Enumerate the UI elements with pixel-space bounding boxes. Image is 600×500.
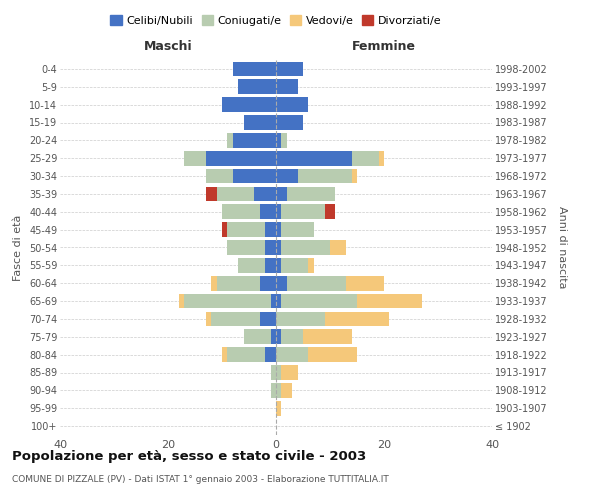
Bar — [260, 276, 276, 290]
Bar — [276, 168, 298, 184]
Bar — [222, 204, 260, 219]
Bar — [184, 151, 206, 166]
Bar — [217, 186, 254, 201]
Bar — [206, 168, 233, 184]
Legend: Celibi/Nubili, Coniugati/e, Vedovi/e, Divorziati/e: Celibi/Nubili, Coniugati/e, Vedovi/e, Di… — [106, 10, 446, 30]
Bar — [276, 62, 303, 76]
Bar — [206, 151, 276, 166]
Bar — [325, 312, 389, 326]
Bar — [265, 258, 276, 272]
Bar — [352, 151, 379, 166]
Bar — [271, 365, 276, 380]
Bar — [276, 133, 281, 148]
Bar — [211, 312, 260, 326]
Bar — [303, 330, 352, 344]
Bar — [217, 276, 260, 290]
Bar — [325, 204, 335, 219]
Bar — [379, 151, 384, 166]
Bar — [265, 348, 276, 362]
Bar — [276, 115, 303, 130]
Bar — [276, 330, 281, 344]
Bar — [222, 348, 227, 362]
Bar — [308, 348, 357, 362]
Bar — [227, 222, 265, 237]
Bar — [244, 330, 271, 344]
Y-axis label: Fasce di età: Fasce di età — [13, 214, 23, 280]
Bar — [287, 186, 335, 201]
Bar — [276, 294, 281, 308]
Bar — [357, 294, 422, 308]
Text: Maschi: Maschi — [143, 40, 193, 52]
Bar — [271, 294, 276, 308]
Bar — [276, 348, 308, 362]
Bar — [276, 383, 281, 398]
Bar — [233, 133, 276, 148]
Bar — [276, 186, 287, 201]
Bar — [206, 312, 211, 326]
Bar — [276, 204, 281, 219]
Bar — [222, 222, 227, 237]
Bar — [227, 133, 233, 148]
Bar — [254, 186, 276, 201]
Bar — [211, 276, 217, 290]
Bar — [308, 258, 314, 272]
Bar — [244, 115, 276, 130]
Bar — [330, 240, 346, 255]
Bar — [276, 240, 281, 255]
Text: COMUNE DI PIZZALE (PV) - Dati ISTAT 1° gennaio 2003 - Elaborazione TUTTITALIA.IT: COMUNE DI PIZZALE (PV) - Dati ISTAT 1° g… — [12, 475, 389, 484]
Bar — [346, 276, 384, 290]
Bar — [276, 276, 287, 290]
Bar — [281, 294, 357, 308]
Bar — [281, 133, 287, 148]
Bar — [276, 80, 298, 94]
Bar — [222, 98, 276, 112]
Bar — [227, 240, 265, 255]
Bar — [238, 80, 276, 94]
Bar — [281, 365, 298, 380]
Bar — [281, 383, 292, 398]
Bar — [276, 98, 308, 112]
Bar — [260, 204, 276, 219]
Bar — [233, 62, 276, 76]
Bar — [276, 312, 325, 326]
Bar — [227, 348, 265, 362]
Bar — [265, 222, 276, 237]
Bar — [276, 151, 352, 166]
Bar — [276, 401, 281, 415]
Bar — [271, 330, 276, 344]
Bar — [281, 240, 330, 255]
Bar — [265, 240, 276, 255]
Bar — [233, 168, 276, 184]
Bar — [281, 330, 303, 344]
Text: Popolazione per età, sesso e stato civile - 2003: Popolazione per età, sesso e stato civil… — [12, 450, 366, 463]
Bar — [281, 204, 325, 219]
Bar — [271, 383, 276, 398]
Bar — [184, 294, 271, 308]
Y-axis label: Anni di nascita: Anni di nascita — [557, 206, 567, 289]
Bar — [206, 186, 217, 201]
Bar — [298, 168, 352, 184]
Text: Femmine: Femmine — [352, 40, 416, 52]
Bar — [260, 312, 276, 326]
Bar — [238, 258, 265, 272]
Bar — [179, 294, 184, 308]
Bar — [281, 258, 308, 272]
Bar — [276, 258, 281, 272]
Bar — [276, 222, 281, 237]
Bar — [281, 222, 314, 237]
Bar — [287, 276, 346, 290]
Bar — [276, 365, 281, 380]
Bar — [352, 168, 357, 184]
